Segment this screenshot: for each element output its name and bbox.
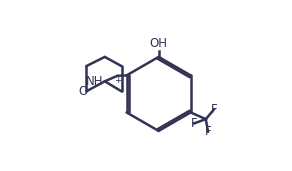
Text: OH: OH <box>150 37 168 50</box>
Text: F: F <box>205 125 211 138</box>
Text: O: O <box>79 85 88 98</box>
Text: NH: NH <box>86 75 103 88</box>
Text: F: F <box>211 103 217 116</box>
Text: F: F <box>191 117 197 130</box>
Text: +: + <box>114 76 121 85</box>
